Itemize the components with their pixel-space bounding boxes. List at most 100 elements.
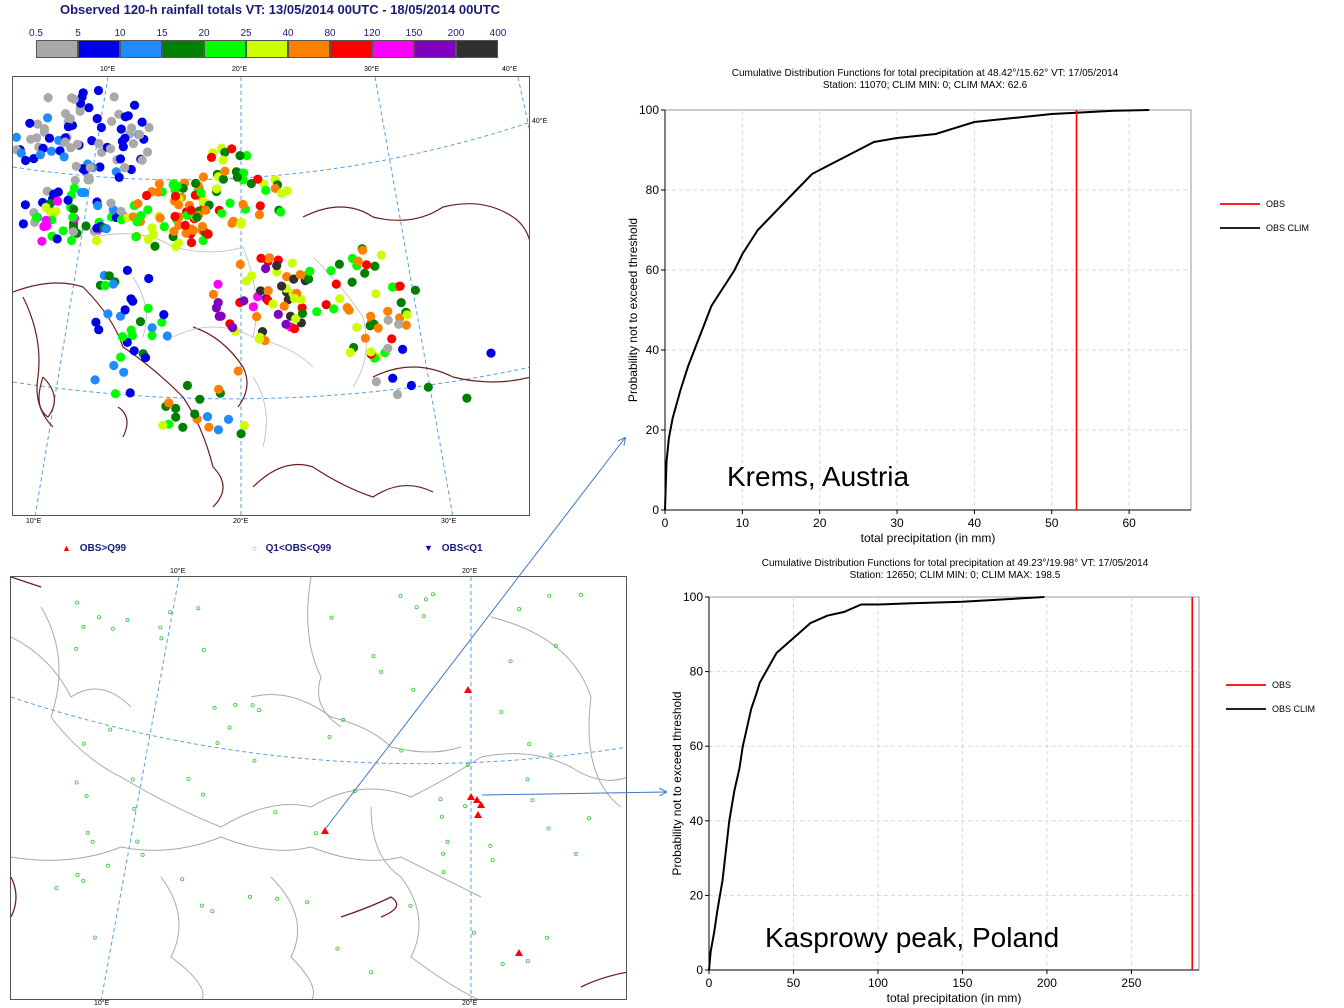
y-tick-label: 20 — [646, 423, 660, 437]
legend-label: OBS CLIM — [1272, 704, 1315, 714]
station-dot — [171, 403, 181, 413]
border — [172, 326, 314, 368]
chart-2-title-block: Cumulative Distribution Functions for to… — [660, 558, 1250, 582]
station-dot — [162, 331, 172, 341]
station-dot — [93, 201, 103, 211]
border — [270, 876, 314, 999]
station-marker — [547, 593, 552, 598]
y-tick-label: 80 — [646, 183, 660, 197]
station-dot — [192, 212, 202, 222]
y-tick-label: 100 — [639, 103, 659, 117]
station-dot — [119, 367, 129, 377]
x-axis-label: total precipitation (in mm) — [861, 531, 996, 545]
station-marker — [233, 702, 238, 707]
station-dot — [366, 311, 376, 321]
station-dot — [227, 144, 237, 154]
station-dot — [353, 256, 363, 266]
station-dot — [110, 389, 120, 399]
station-dot — [43, 93, 53, 103]
top-lon-label-bottom-10: 10°E — [26, 518, 42, 525]
station-dot — [41, 202, 51, 213]
station-dot — [329, 304, 339, 314]
chart-2-subtitle: Station: 12650; CLIM MIN: 0; CLIM MAX: 1… — [849, 570, 1061, 581]
station-dot — [387, 282, 398, 292]
colorbar-label: 400 — [489, 28, 507, 39]
coastlines — [13, 203, 529, 508]
station-dot — [178, 422, 188, 432]
station-marker — [180, 877, 185, 882]
colorbar-label: 120 — [363, 28, 381, 39]
x-tick-label: 50 — [1045, 516, 1059, 530]
station-dot — [201, 205, 211, 215]
coastline — [302, 203, 529, 241]
station-dot — [125, 388, 135, 398]
station-dot — [220, 166, 230, 176]
station-dot — [43, 113, 53, 123]
station-dot — [279, 301, 289, 311]
station-marker — [423, 597, 428, 602]
y-tick-label: 20 — [690, 888, 704, 902]
x-tick-label: 60 — [1122, 516, 1136, 530]
station-dot — [208, 289, 218, 299]
station-dot — [277, 281, 287, 291]
station-dot — [383, 315, 393, 325]
observed-rainfall-map[interactable] — [12, 76, 530, 516]
station-dot — [105, 144, 116, 154]
station-dot — [297, 308, 308, 318]
station-dot — [197, 221, 207, 232]
station-dot — [66, 235, 77, 246]
bottom-lon-label-10: 10°E — [170, 568, 186, 575]
station-marker — [200, 792, 205, 797]
gridlines — [665, 110, 1191, 510]
station-dot — [44, 133, 55, 143]
station-dot — [131, 232, 141, 242]
x-tick-label: 50 — [787, 976, 801, 990]
station-dot — [235, 151, 245, 161]
x-tick-label: 250 — [1121, 976, 1141, 990]
station-dot — [120, 163, 130, 173]
station-dot — [77, 187, 87, 198]
station-dot — [255, 201, 265, 211]
station-dot — [218, 174, 228, 184]
station-dot — [233, 366, 243, 376]
station-marker — [525, 958, 530, 963]
station-dot — [174, 200, 184, 210]
station-dot — [335, 294, 345, 304]
station-dot — [186, 205, 196, 215]
red-triangle-marker — [321, 827, 329, 834]
station-marker — [574, 851, 579, 856]
quantile-map[interactable] — [10, 576, 627, 1000]
station-dot — [21, 155, 31, 166]
station-dot — [92, 113, 102, 124]
station-dot — [365, 321, 375, 331]
station-marker — [499, 709, 504, 714]
y-tick-label: 100 — [683, 590, 703, 604]
map-gridlines — [11, 577, 626, 999]
cdf-chart-krems: 0 10 20 30 40 50 60 0 20 40 60 80 100 total precipita… — [626, 103, 1309, 545]
station-dot — [127, 123, 137, 133]
station-dot — [91, 317, 101, 327]
station-marker — [110, 626, 115, 631]
colorbar-swatch — [36, 40, 78, 58]
page-title: Observed 120-h rainfall totals VT: 13/05… — [60, 2, 501, 17]
station-marker — [275, 896, 280, 901]
station-dots — [13, 85, 496, 439]
top-lon-label-10: 10°E — [100, 66, 116, 73]
station-dot — [195, 394, 205, 404]
coastline — [372, 366, 529, 383]
station-marker — [135, 839, 140, 844]
station-dot — [154, 179, 164, 189]
station-dot — [191, 178, 201, 188]
station-dot — [273, 309, 283, 319]
border — [370, 806, 479, 999]
border — [242, 246, 257, 338]
station-dot — [172, 181, 182, 191]
y-tick-label: 0 — [652, 503, 659, 517]
station-marker — [329, 615, 334, 620]
station-dot — [130, 100, 140, 110]
station-marker — [196, 606, 201, 611]
station-dot — [268, 299, 278, 309]
station-marker — [546, 826, 551, 831]
station-dot — [142, 147, 153, 157]
station-dot — [214, 384, 224, 394]
